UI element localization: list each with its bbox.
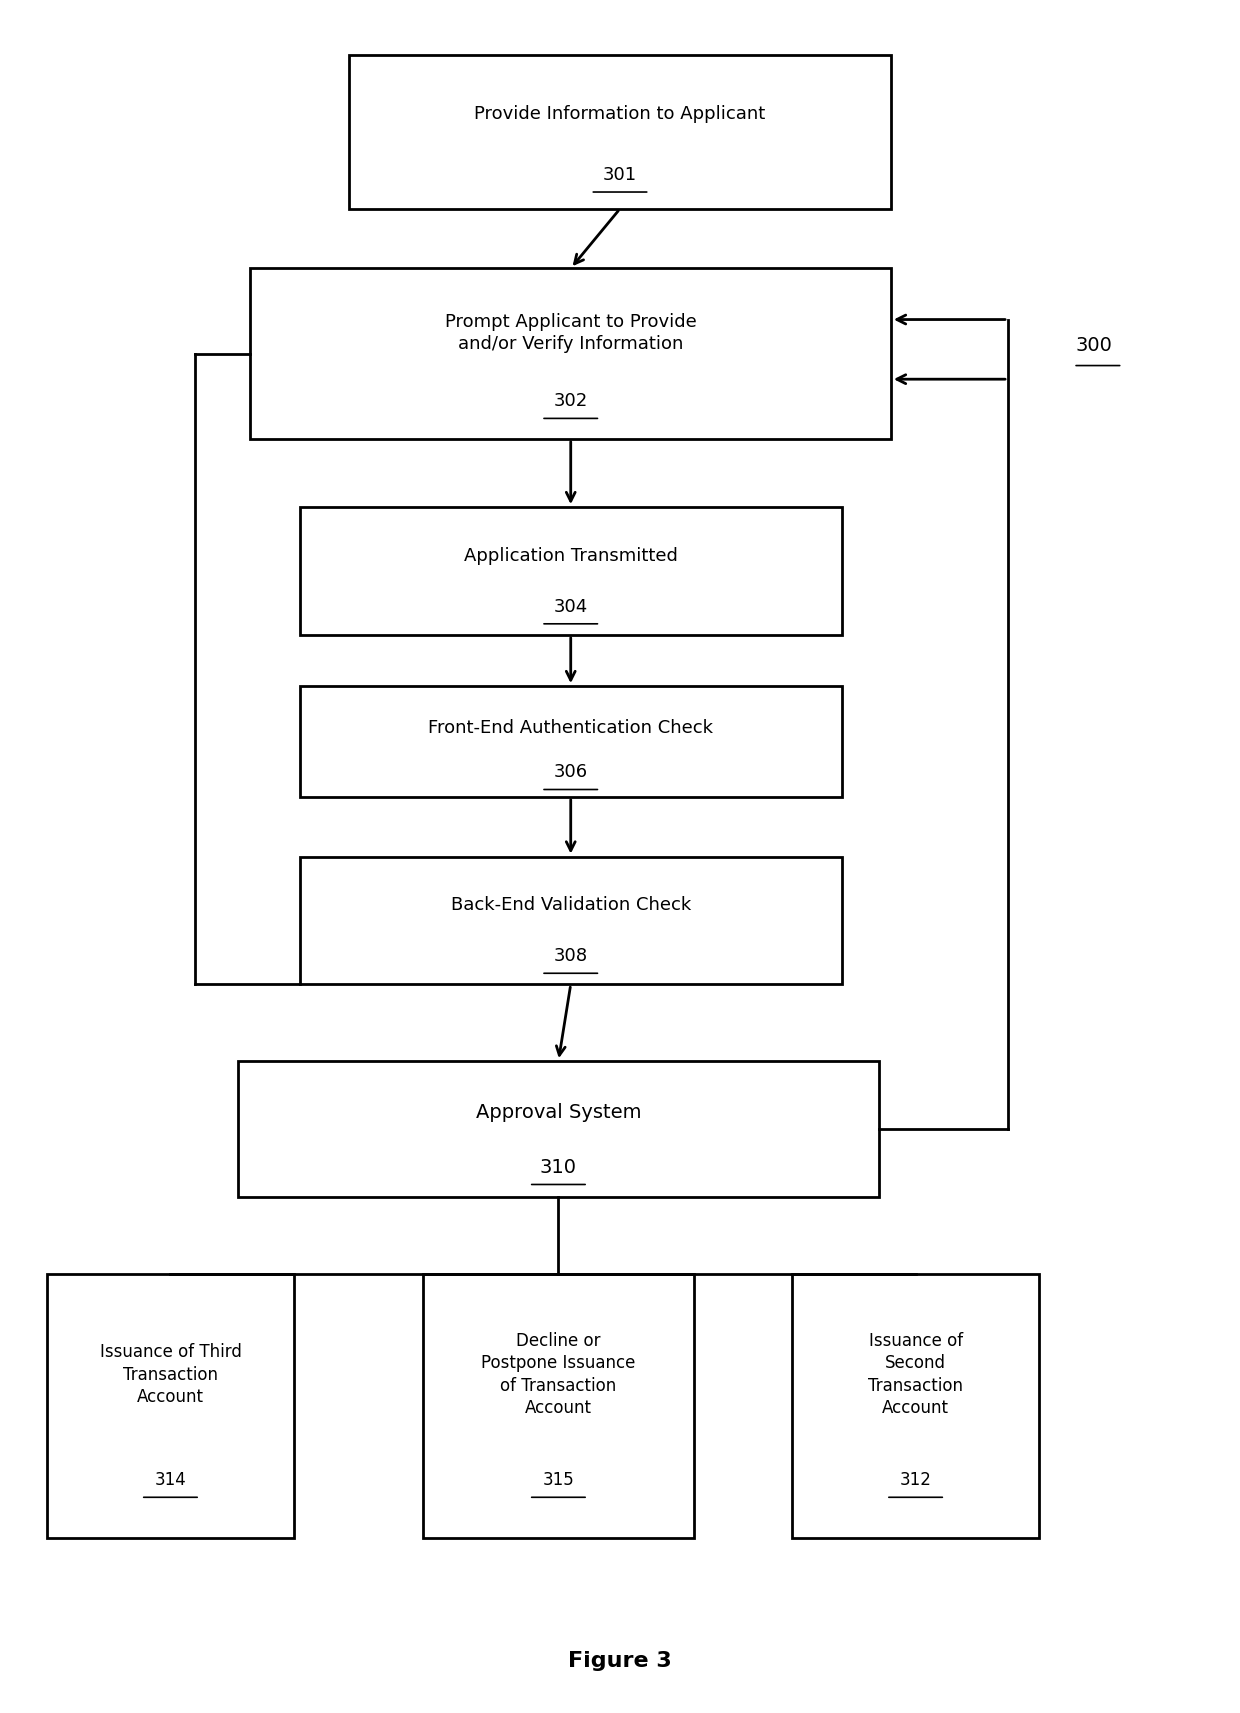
FancyBboxPatch shape — [423, 1274, 694, 1538]
Text: 301: 301 — [603, 166, 637, 183]
Text: Issuance of Third
Transaction
Account: Issuance of Third Transaction Account — [99, 1343, 242, 1406]
Text: 300: 300 — [1076, 336, 1112, 355]
FancyBboxPatch shape — [47, 1274, 294, 1538]
Text: Approval System: Approval System — [476, 1103, 641, 1122]
Text: 306: 306 — [554, 764, 588, 781]
Text: 304: 304 — [553, 598, 588, 615]
Text: 315: 315 — [543, 1471, 574, 1489]
Text: Figure 3: Figure 3 — [568, 1651, 672, 1672]
FancyBboxPatch shape — [300, 856, 842, 985]
FancyBboxPatch shape — [300, 685, 842, 797]
FancyBboxPatch shape — [348, 55, 892, 209]
Text: Application Transmitted: Application Transmitted — [464, 546, 678, 565]
FancyBboxPatch shape — [238, 1060, 879, 1197]
Text: 308: 308 — [554, 947, 588, 964]
Text: Decline or
Postpone Issuance
of Transaction
Account: Decline or Postpone Issuance of Transact… — [481, 1333, 636, 1417]
FancyBboxPatch shape — [792, 1274, 1039, 1538]
Text: 312: 312 — [900, 1471, 931, 1489]
Text: 302: 302 — [553, 392, 588, 411]
Text: 310: 310 — [539, 1158, 577, 1177]
Text: Issuance of
Second
Transaction
Account: Issuance of Second Transaction Account — [868, 1333, 963, 1417]
Text: Back-End Validation Check: Back-End Validation Check — [450, 896, 691, 915]
Text: Prompt Applicant to Provide
and/or Verify Information: Prompt Applicant to Provide and/or Verif… — [445, 313, 697, 353]
Text: Provide Information to Applicant: Provide Information to Applicant — [475, 104, 765, 123]
FancyBboxPatch shape — [250, 269, 892, 439]
Text: Front-End Authentication Check: Front-End Authentication Check — [428, 719, 713, 737]
Text: 314: 314 — [155, 1471, 186, 1489]
FancyBboxPatch shape — [300, 507, 842, 636]
